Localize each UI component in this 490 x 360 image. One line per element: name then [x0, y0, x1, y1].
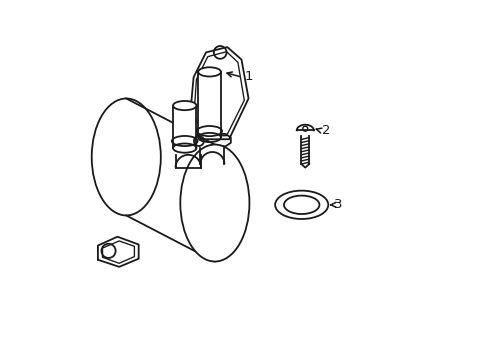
Text: 1: 1 [245, 70, 253, 83]
Ellipse shape [92, 99, 161, 215]
Ellipse shape [173, 101, 196, 110]
Ellipse shape [180, 145, 249, 261]
Polygon shape [173, 105, 196, 148]
Polygon shape [198, 72, 221, 138]
Text: 3: 3 [334, 198, 343, 211]
Text: 2: 2 [322, 123, 331, 136]
Ellipse shape [198, 67, 221, 77]
